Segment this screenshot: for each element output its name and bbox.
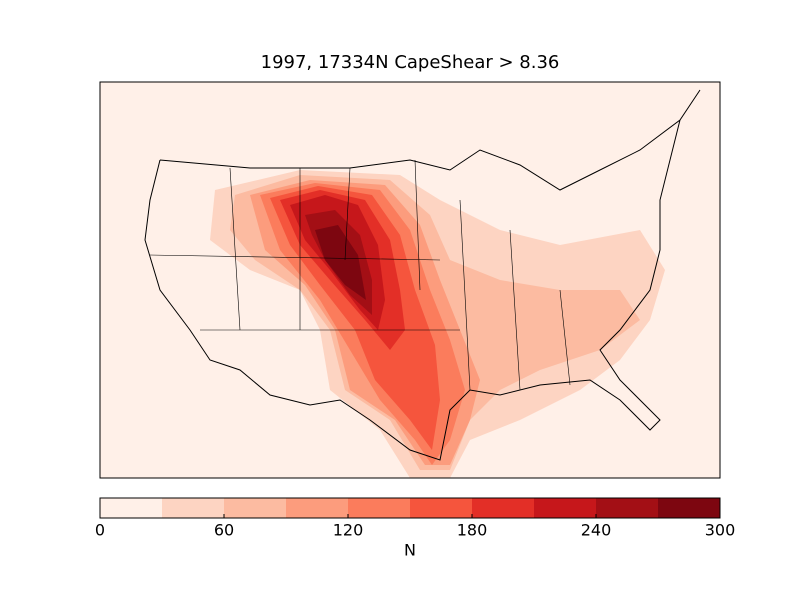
map-title: 1997, 17334N CapeShear > 8.36 <box>261 52 560 73</box>
colorbar-segment <box>100 498 162 518</box>
colorbar-segment <box>658 498 720 518</box>
colorbar-tick-label: 300 <box>705 521 736 540</box>
colorbar-tick-label: 60 <box>214 521 234 540</box>
colorbar-frame <box>99 497 721 519</box>
coastline <box>144 89 701 461</box>
colorbar-tick-label: 120 <box>333 521 364 540</box>
map-frame <box>99 81 721 479</box>
colorbar: 0 60 120 180 240 300 <box>95 497 736 540</box>
colorbar-label: N <box>404 541 416 560</box>
colorbar-segment <box>472 498 534 518</box>
colorbar-tick-label: 0 <box>95 521 105 540</box>
map <box>99 81 721 479</box>
colorbar-segment <box>410 498 472 518</box>
colorbar-segment <box>348 498 410 518</box>
contour <box>315 225 366 300</box>
state-borders <box>149 159 571 391</box>
colorbar-segment <box>162 498 224 518</box>
colorbar-segment <box>224 498 286 518</box>
colorbar-tick-label: 180 <box>457 521 488 540</box>
colorbar-tick-label: 240 <box>581 521 612 540</box>
colorbar-segment <box>534 498 596 518</box>
colorbar-segment <box>286 498 348 518</box>
colorbar-segment <box>596 498 658 518</box>
